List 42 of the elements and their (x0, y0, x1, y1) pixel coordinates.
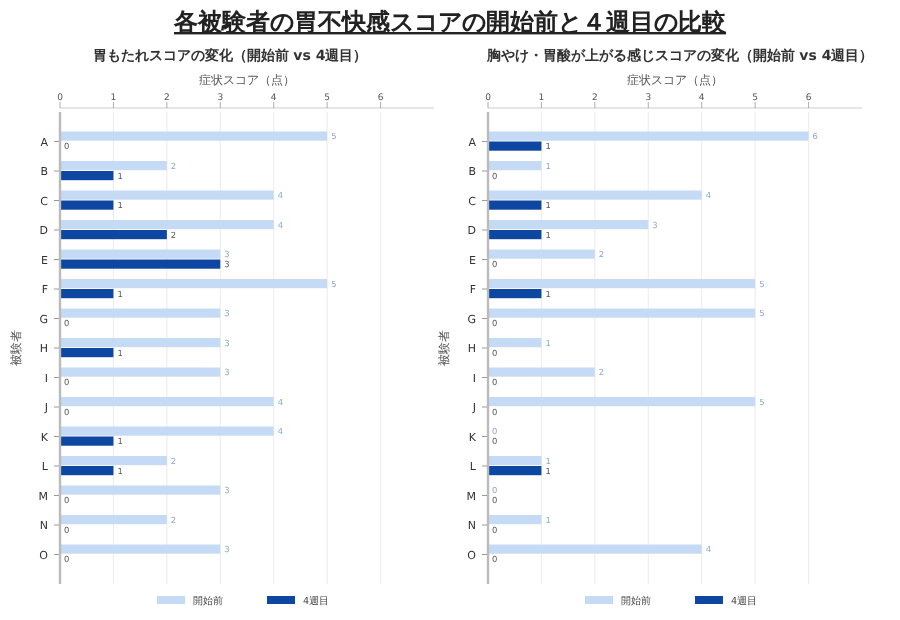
bar (60, 466, 114, 476)
bar (488, 397, 756, 407)
bar (60, 485, 221, 495)
bar (60, 200, 114, 210)
bar (60, 515, 167, 525)
bar (488, 279, 756, 289)
bar (60, 367, 221, 377)
bar (60, 249, 221, 259)
bar (488, 249, 595, 259)
bar (488, 515, 542, 525)
bar (60, 230, 167, 240)
bar (60, 190, 274, 200)
bar (488, 289, 542, 299)
bar (60, 426, 274, 436)
bar (60, 308, 221, 318)
bar (488, 308, 756, 318)
bar (60, 436, 114, 446)
bar (488, 544, 702, 554)
bar (488, 200, 542, 210)
bar (488, 456, 542, 466)
bar (488, 230, 542, 240)
bar (60, 544, 221, 554)
chart-title: 各被験者の胃不快感スコアの開始前と４週目の比較 (172, 8, 728, 36)
bar (488, 141, 542, 151)
bar (60, 338, 221, 348)
bar (488, 466, 542, 476)
bar (60, 456, 167, 466)
bar (60, 131, 328, 141)
bar (60, 397, 274, 407)
bar (488, 161, 542, 171)
bar (60, 161, 167, 171)
bar (60, 171, 114, 181)
bar (488, 131, 809, 141)
bar (60, 289, 114, 299)
bar (488, 367, 595, 377)
bar (60, 220, 274, 230)
bar (60, 259, 221, 269)
bar (60, 279, 328, 289)
bar (488, 190, 702, 200)
bar (60, 348, 114, 358)
bar (488, 220, 649, 230)
bar (488, 338, 542, 348)
